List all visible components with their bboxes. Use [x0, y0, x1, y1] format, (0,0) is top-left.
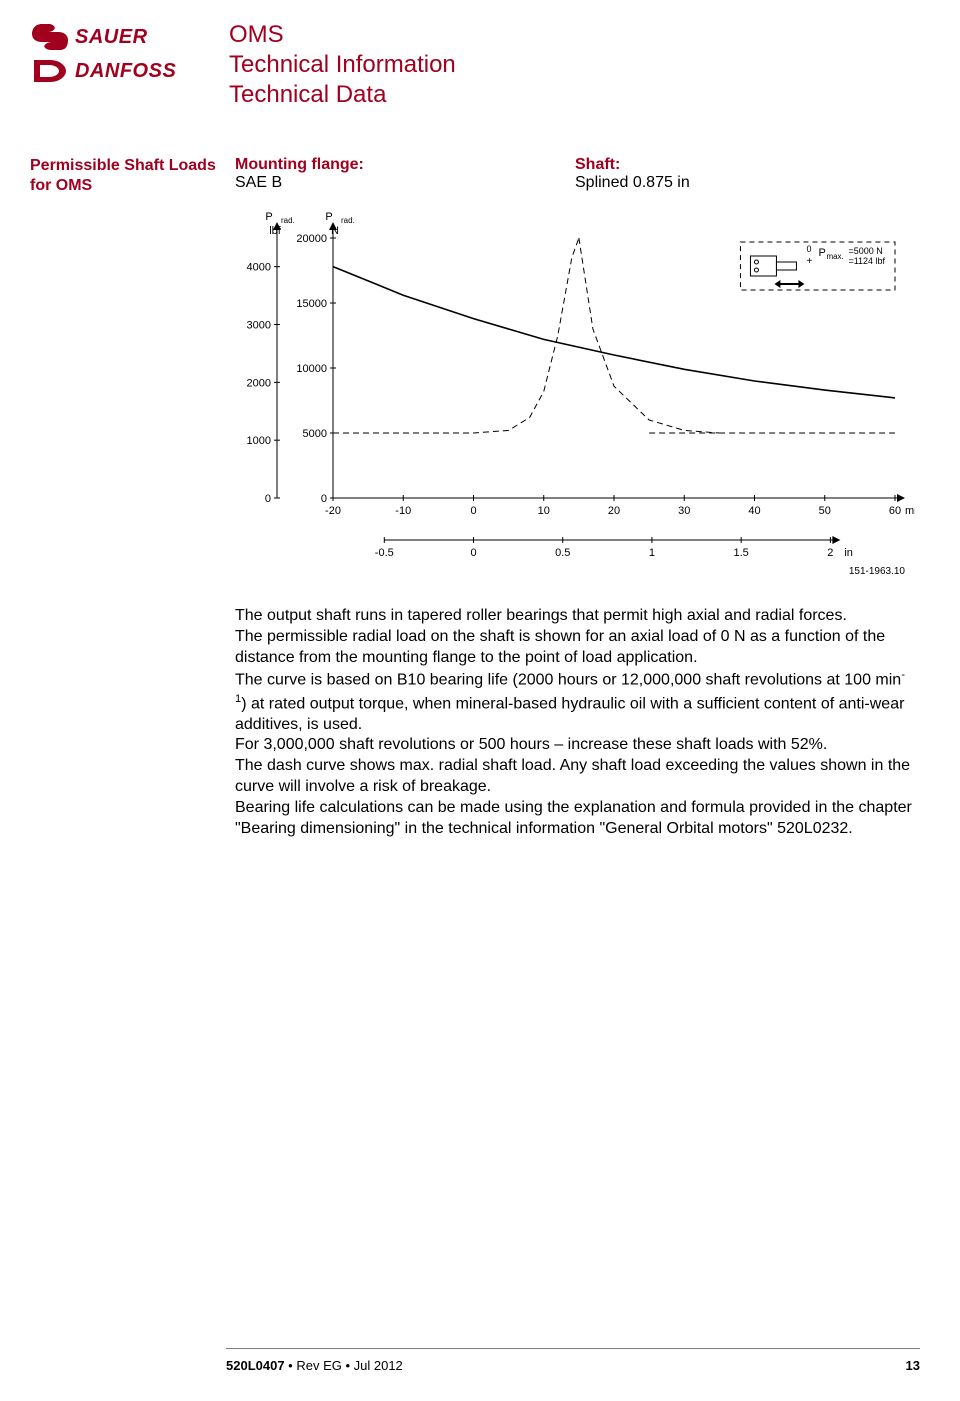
svg-text:0.5: 0.5	[555, 547, 570, 559]
svg-text:151-1963.10: 151-1963.10	[849, 566, 906, 577]
svg-text:in: in	[844, 547, 853, 559]
svg-text:mm: mm	[905, 505, 915, 517]
footer-rule	[226, 1348, 920, 1349]
svg-text:0: 0	[265, 493, 271, 505]
para-4: For 3,000,000 shaft revolutions or 500 h…	[235, 736, 827, 753]
para-3a: The curve is based on B10 bearing life (…	[235, 672, 901, 689]
svg-text:0: 0	[806, 244, 811, 254]
svg-text:0: 0	[321, 493, 327, 505]
shaft-load-chart: Prad.lbfPrad.N01000200030004000050001000…	[235, 198, 915, 588]
para-3b: ) at rated output torque, when mineral-b…	[235, 695, 904, 733]
right-column: Mounting flange: SAE B Shaft: Splined 0.…	[235, 156, 920, 839]
svg-text:15000: 15000	[296, 298, 327, 310]
para-5: The dash curve shows max. radial shaft l…	[235, 757, 910, 795]
svg-text:40: 40	[748, 505, 760, 517]
brand-logo: SAUER DANFOSS	[30, 20, 185, 88]
shaft-label: Shaft:	[575, 156, 690, 174]
section-heading-l2: for OMS	[30, 176, 225, 196]
svg-text:2000: 2000	[247, 377, 271, 389]
svg-text:10: 10	[538, 505, 550, 517]
svg-text:0: 0	[470, 547, 476, 559]
svg-text:10000: 10000	[296, 363, 327, 375]
header-titles: OMS Technical Information Technical Data	[229, 20, 456, 110]
shaft-value: Splined 0.875 in	[575, 174, 690, 192]
svg-text:-20: -20	[325, 505, 341, 517]
para-2: The permissible radial load on the shaft…	[235, 628, 885, 666]
para-6: Bearing life calculations can be made us…	[235, 799, 912, 837]
logo-text-top: SAUER	[75, 26, 148, 49]
svg-text:=5000 N: =5000 N	[848, 246, 882, 256]
svg-text:1000: 1000	[247, 435, 271, 447]
svg-text:60: 60	[889, 505, 901, 517]
title-line3: Technical Data	[229, 80, 456, 110]
para-1: The output shaft runs in tapered roller …	[235, 607, 847, 624]
svg-text:20: 20	[608, 505, 620, 517]
body-text: The output shaft runs in tapered roller …	[235, 606, 915, 839]
svg-text:2: 2	[827, 547, 833, 559]
logo-text-bottom: DANFOSS	[75, 60, 176, 83]
svg-text:30: 30	[678, 505, 690, 517]
svg-text:+: +	[806, 256, 812, 267]
svg-text:0: 0	[470, 505, 476, 517]
section-heading-l1: Permissible Shaft Loads	[30, 156, 225, 176]
section-heading-col: Permissible Shaft Loads for OMS	[30, 156, 225, 839]
footer-sep: •	[285, 1358, 297, 1373]
mounting-flange-label: Mounting flange:	[235, 156, 575, 174]
danfoss-icon	[30, 56, 70, 86]
svg-text:P: P	[325, 211, 332, 223]
svg-text:1.5: 1.5	[734, 547, 749, 559]
title-line1: OMS	[229, 20, 456, 50]
footer-rev: Rev EG • Jul 2012	[296, 1358, 402, 1373]
svg-text:20000: 20000	[296, 233, 327, 245]
svg-text:rad.: rad.	[341, 216, 355, 225]
svg-text:4000: 4000	[247, 262, 271, 274]
svg-text:max.: max.	[826, 252, 843, 261]
svg-text:-0.5: -0.5	[375, 547, 394, 559]
content: Permissible Shaft Loads for OMS Mounting…	[0, 110, 960, 839]
sauer-icon	[30, 22, 70, 52]
page-footer: 520L0407 • Rev EG • Jul 2012 13	[0, 1358, 960, 1373]
svg-text:-10: -10	[395, 505, 411, 517]
chart-header: Mounting flange: SAE B Shaft: Splined 0.…	[235, 156, 920, 192]
svg-text:rad.: rad.	[281, 216, 295, 225]
svg-text:3000: 3000	[247, 320, 271, 332]
svg-text:5000: 5000	[303, 428, 327, 440]
title-line2: Technical Information	[229, 50, 456, 80]
svg-text:P: P	[265, 211, 272, 223]
footer-page: 13	[906, 1358, 920, 1373]
mounting-flange-value: SAE B	[235, 174, 575, 192]
footer-doc: 520L0407	[226, 1358, 285, 1373]
svg-text:=1124 lbf: =1124 lbf	[848, 256, 885, 266]
svg-text:P: P	[818, 247, 825, 259]
page-header: SAUER DANFOSS OMS Technical Information …	[0, 0, 960, 110]
svg-text:50: 50	[819, 505, 831, 517]
svg-text:1: 1	[649, 547, 655, 559]
